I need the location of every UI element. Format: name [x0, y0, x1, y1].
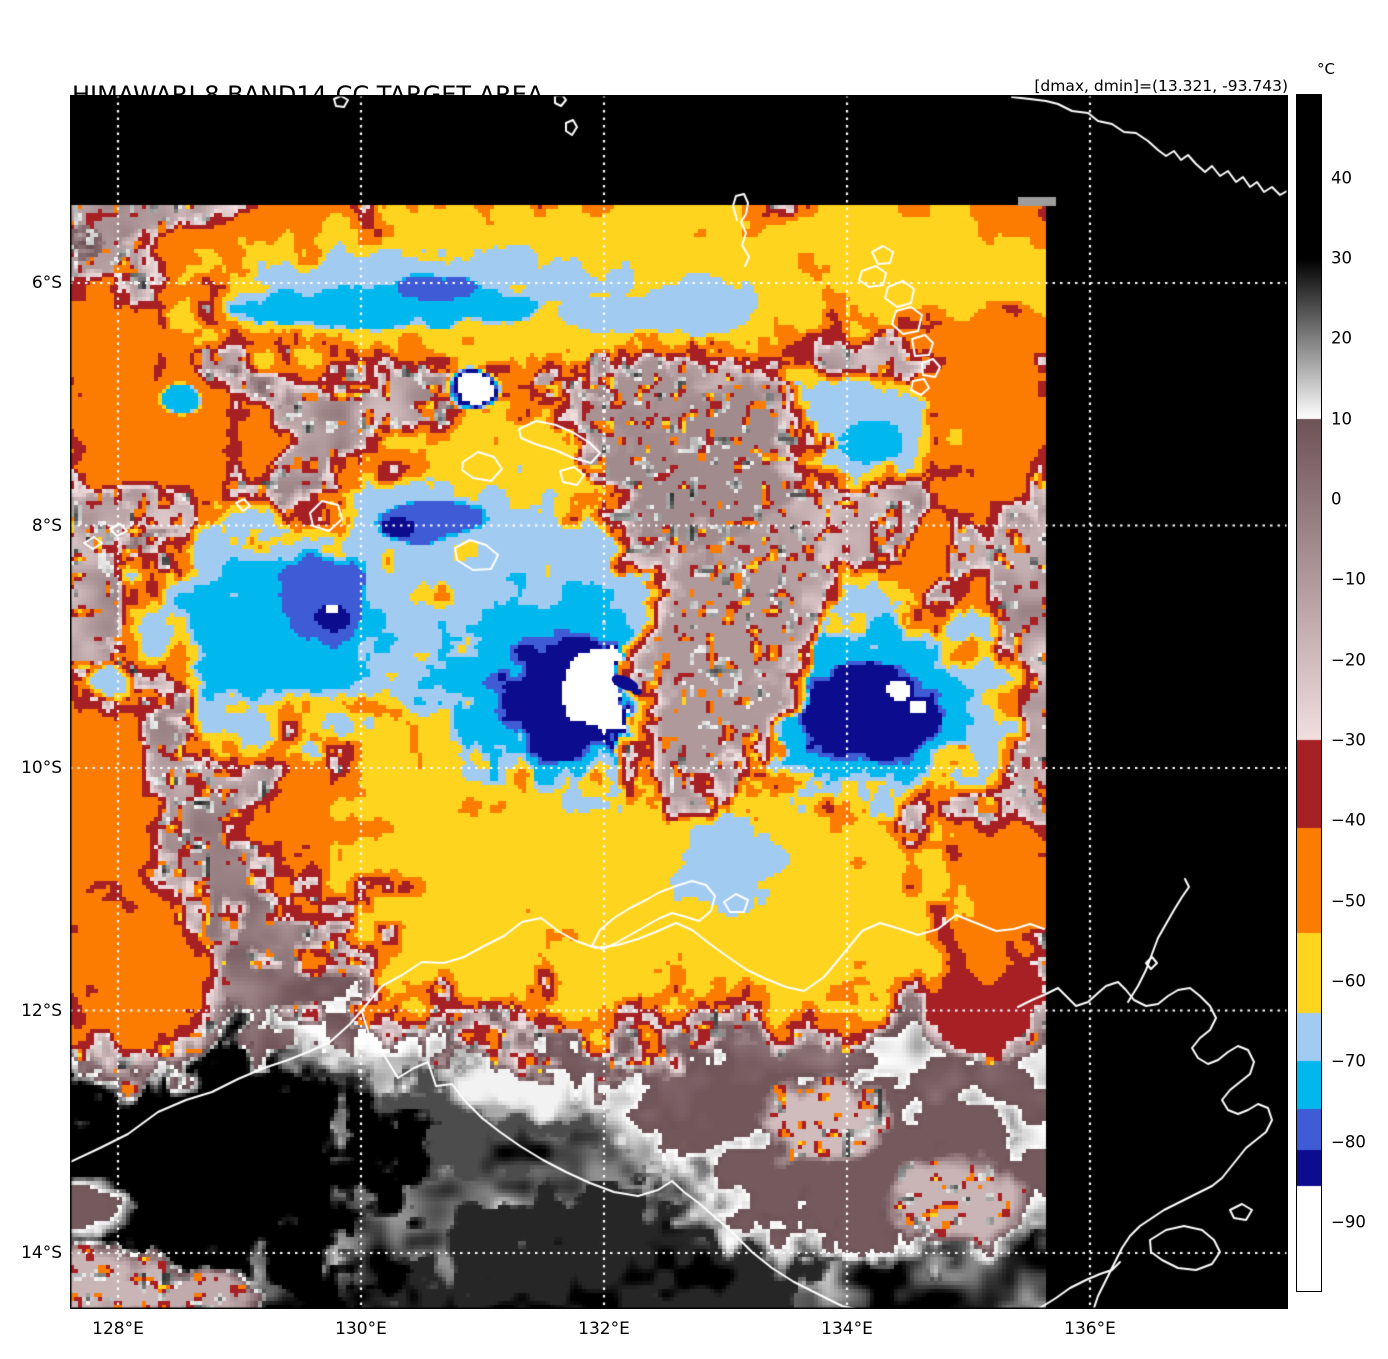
colorbar-tick-label: 40: [1331, 168, 1352, 188]
colorbar-tick-label: −10: [1331, 569, 1366, 589]
lat-tick-label: 6°S: [31, 273, 62, 293]
lat-tick-label: 12°S: [21, 1000, 62, 1021]
colorbar-tick-label: −40: [1331, 810, 1366, 830]
colorbar-tick-label: 30: [1331, 248, 1352, 268]
colorbar-tick-label: −60: [1331, 971, 1366, 991]
lon-tick-label: 130°E: [335, 1319, 387, 1339]
dmax-dmin-readout: [dmax, dmin]=(13.321, -93.743): [1034, 77, 1288, 95]
colorbar-tick-label: −80: [1331, 1132, 1366, 1152]
lat-tick-label: 10°S: [21, 758, 62, 778]
colorbar-tick-label: −90: [1331, 1212, 1366, 1232]
colorbar-unit-label: °C: [1317, 60, 1335, 78]
colorbar-canvas: [1297, 95, 1321, 1291]
lon-tick-label: 136°E: [1064, 1319, 1116, 1339]
colorbar-tick-label: 10: [1331, 409, 1352, 429]
colorbar-tick-label: −30: [1331, 730, 1366, 750]
colorbar-tick-label: 20: [1331, 328, 1352, 348]
colorbar-tick-label: −50: [1331, 891, 1366, 911]
colorbar-tick-label: 0: [1331, 489, 1342, 509]
map-canvas: [70, 95, 1288, 1309]
lon-tick-label: 132°E: [578, 1319, 630, 1339]
lon-tick-label: 128°E: [92, 1319, 144, 1339]
lon-tick-label: 134°E: [821, 1319, 873, 1339]
lat-tick-label: 14°S: [21, 1243, 62, 1263]
colorbar: [1296, 94, 1322, 1292]
map-area: Copyright © 2020-2025 Dapiya: [70, 95, 1288, 1309]
lat-tick-label: 8°S: [31, 515, 62, 536]
colorbar-tick-label: −70: [1331, 1051, 1366, 1071]
colorbar-tick-label: −20: [1331, 650, 1366, 670]
